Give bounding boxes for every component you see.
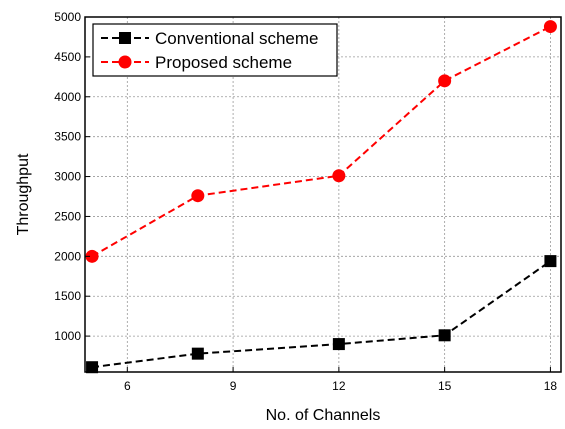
y-tick-label: 5000 bbox=[54, 10, 81, 24]
series-line bbox=[91, 260, 551, 369]
series-1 bbox=[86, 255, 557, 374]
legend: Conventional scheme Proposed scheme bbox=[92, 23, 338, 77]
y-tick-label: 1500 bbox=[54, 289, 81, 303]
x-tick-label: 9 bbox=[230, 379, 237, 393]
series-layer bbox=[85, 20, 557, 374]
x-tick-label: 12 bbox=[332, 379, 346, 393]
legend-box bbox=[92, 23, 338, 77]
legend-marker bbox=[119, 32, 131, 44]
y-tick-label: 2500 bbox=[54, 209, 81, 223]
legend-marker bbox=[118, 55, 132, 69]
data-point bbox=[438, 74, 452, 88]
data-point bbox=[332, 338, 345, 351]
y-tick-label: 3500 bbox=[54, 130, 81, 144]
data-point bbox=[544, 255, 557, 268]
legend-item: Proposed scheme bbox=[101, 53, 292, 72]
legend-label: Conventional scheme bbox=[155, 29, 318, 48]
data-point bbox=[86, 361, 99, 374]
plot-frame bbox=[84, 16, 562, 373]
legend-item: Conventional scheme bbox=[101, 29, 318, 48]
data-point bbox=[543, 20, 557, 34]
data-point bbox=[332, 169, 346, 183]
data-point bbox=[191, 189, 205, 203]
data-point bbox=[85, 249, 99, 263]
x-tick-label: 15 bbox=[438, 379, 452, 393]
x-tick-label: 18 bbox=[544, 379, 558, 393]
x-tick-label: 6 bbox=[124, 379, 131, 393]
y-tick-label: 4500 bbox=[54, 50, 81, 64]
y-tick-label: 2000 bbox=[54, 249, 81, 263]
series-2 bbox=[85, 20, 557, 263]
y-tick-label: 3000 bbox=[54, 170, 81, 184]
y-tick-label: 4000 bbox=[54, 90, 81, 104]
y-axis-title: Throughput bbox=[15, 153, 32, 235]
data-point bbox=[191, 347, 204, 360]
grid bbox=[85, 17, 561, 372]
ticks: 6 9 12 15 18 1000 1500 2000 2500 3000 3500 4000 4500… bbox=[54, 10, 557, 393]
x-axis-title: No. of Channels bbox=[266, 407, 381, 424]
legend-label: Proposed scheme bbox=[155, 53, 292, 72]
y-tick-label: 1000 bbox=[54, 329, 81, 343]
data-point bbox=[438, 329, 451, 342]
